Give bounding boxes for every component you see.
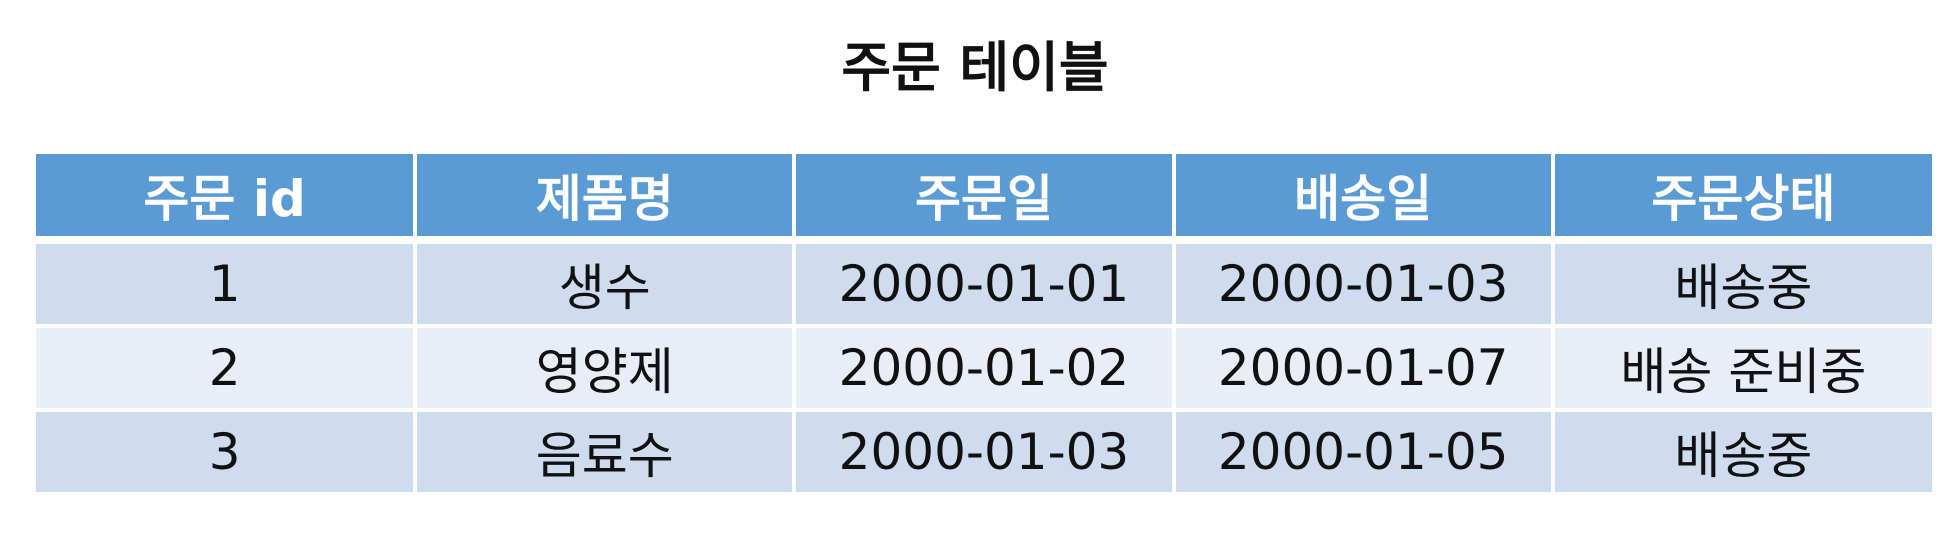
cell-order-status: 배송중: [1550, 240, 1932, 328]
cell-ship-date: 2000-01-03: [1171, 240, 1555, 328]
cell-order-id: 2: [36, 326, 418, 412]
cell-product-name: 생수: [413, 240, 797, 328]
cell-product-name: 음료수: [413, 410, 797, 492]
cell-order-date: 2000-01-03: [792, 410, 1176, 492]
column-header-order-date: 주문일: [792, 154, 1176, 244]
page-title: 주문 테이블: [841, 36, 1109, 99]
table-header-row: 주문 id 제품명 주문일 배송일 주문상태: [36, 154, 1932, 244]
column-header-order-status: 주문상태: [1550, 154, 1932, 244]
cell-product-name: 영양제: [413, 326, 797, 412]
column-header-order-id: 주문 id: [36, 154, 418, 244]
cell-order-date: 2000-01-01: [792, 240, 1176, 328]
cell-order-id: 3: [36, 410, 418, 492]
cell-ship-date: 2000-01-07: [1171, 326, 1555, 412]
cell-order-date: 2000-01-02: [792, 326, 1176, 412]
cell-order-id: 1: [36, 240, 418, 328]
table-row: 2 영양제 2000-01-02 2000-01-07 배송 준비중: [36, 326, 1932, 412]
column-header-product-name: 제품명: [413, 154, 797, 244]
table-row: 1 생수 2000-01-01 2000-01-03 배송중: [36, 240, 1932, 328]
table-row: 3 음료수 2000-01-03 2000-01-05 배송중: [36, 410, 1932, 492]
column-header-ship-date: 배송일: [1171, 154, 1555, 244]
orders-table: 주문 id 제품명 주문일 배송일 주문상태 1 생수 2000-01-01 2…: [36, 154, 1932, 492]
cell-ship-date: 2000-01-05: [1171, 410, 1555, 492]
cell-order-status: 배송중: [1550, 410, 1932, 492]
cell-order-status: 배송 준비중: [1550, 326, 1932, 412]
